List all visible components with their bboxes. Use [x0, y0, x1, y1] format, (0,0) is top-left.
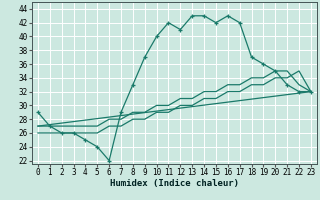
X-axis label: Humidex (Indice chaleur): Humidex (Indice chaleur)	[110, 179, 239, 188]
